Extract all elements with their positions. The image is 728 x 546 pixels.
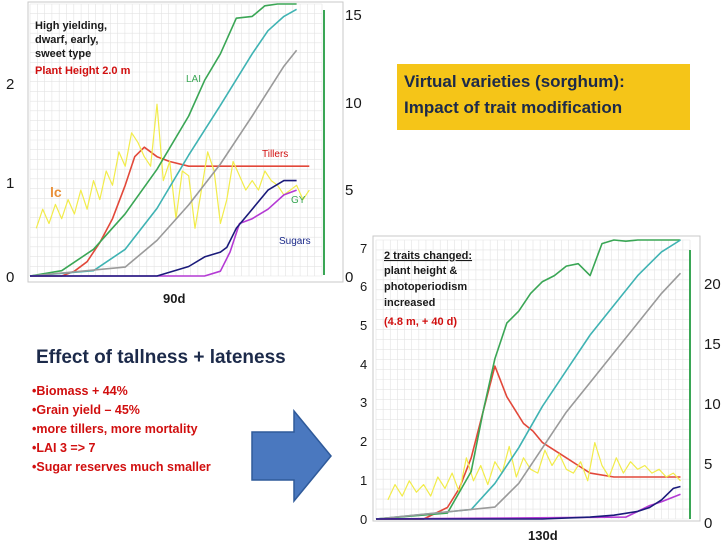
chart1-series-tillers [35,103,310,229]
chart1-left-tick-1: 1 [6,175,14,192]
chart2-note-line1: 2 traits changed: [384,250,472,262]
chart1-left-tick-0: 0 [6,269,14,286]
chart1-series-biomass [29,3,297,277]
chart2-right-tick-0: 0 [704,515,712,532]
chart2-note-line2: plant height & [384,265,457,277]
chart1-right-tick-0: 0 [345,269,353,286]
chart1-desc-line2: dwarf, early, [35,34,98,46]
chart1-right-tick-10: 10 [345,95,362,112]
chart2-note-line4: increased [384,297,435,309]
chart2-note-line5: (4.8 m, + 40 d) [384,316,457,328]
right-arrow-icon [251,408,332,504]
chart1-desc-line1: High yielding, [35,20,107,32]
chart2-series-biomass [375,239,681,520]
chart1-grid [29,3,323,277]
chart1-tillers-label: Tillers [262,149,288,160]
chart1-series-stem [29,8,297,277]
chart2-right-tick-10: 10 [704,396,721,413]
chart1-series-lai [30,146,310,277]
effect-bullet-sugar: Sugar reserves much smaller [32,458,210,477]
chart2-duration-label: 130d [528,528,558,543]
chart1-right-tick-15: 15 [345,7,362,24]
chart2-left-tick-2: 2 [360,434,367,449]
effect-bullet-biomass: Biomass + 44% [32,382,211,401]
chart1-lai-label: LAI [186,74,201,85]
chart1-series-leaves [29,49,298,277]
chart1-desc-line3: sweet type [35,48,91,60]
effect-bullet-tillers: more tillers, more mortality [32,420,211,439]
chart2-left-tick-7: 7 [360,241,367,256]
chart2-right-tick-5: 5 [704,456,712,473]
chart2-left-tick-6: 6 [360,279,367,294]
chart2-series-gy [375,493,681,520]
chart2-series-sugars [376,485,681,520]
chart2-right-tick-15: 15 [704,336,721,353]
chart2-series-tillers [387,442,681,501]
chart1-series-sugars [30,179,297,277]
chart2-left-tick-3: 3 [360,395,367,410]
chart2-series-stem [375,239,681,520]
chart2-left-tick-1: 1 [360,473,367,488]
chart1-lc-label: lc [50,184,62,200]
chart1-left-tick-2: 2 [6,76,14,93]
chart2-left-tick-0: 0 [360,512,367,527]
chart2-note-line3: photoperiodism [384,281,467,293]
chart1-duration-label: 90d [163,291,185,306]
chart2-left-tick-4: 4 [360,357,367,372]
chart1-sugars-label: Sugars [279,236,311,247]
title-line-1: Virtual varieties (sorghum): [404,72,625,91]
chart2-series-group [375,239,682,520]
chart1-frame [27,1,344,283]
effect-heading: Effect of tallness + lateness [36,347,286,368]
effect-bullet-grain-yield: Grain yield – 45% [32,401,211,420]
title-banner: Virtual varieties (sorghum): Impact of t… [397,64,690,130]
chart2-series-leaves [375,272,682,520]
effect-list: Biomass + 44% Grain yield – 45% more til… [32,382,211,477]
chart2-right-tick-20: 20 [704,276,721,293]
title-line-2: Impact of trait modification [404,98,623,117]
chart1-height-label: Plant Height 2.0 m [35,65,131,77]
chart1-series-group [29,3,310,277]
effect-bullet-lai: LAI 3 => 7 [32,439,211,458]
chart1-right-tick-5: 5 [345,182,353,199]
chart1-gy-label: GY [291,195,306,206]
chart2-frame [372,235,701,522]
chart2-left-tick-5: 5 [360,318,367,333]
